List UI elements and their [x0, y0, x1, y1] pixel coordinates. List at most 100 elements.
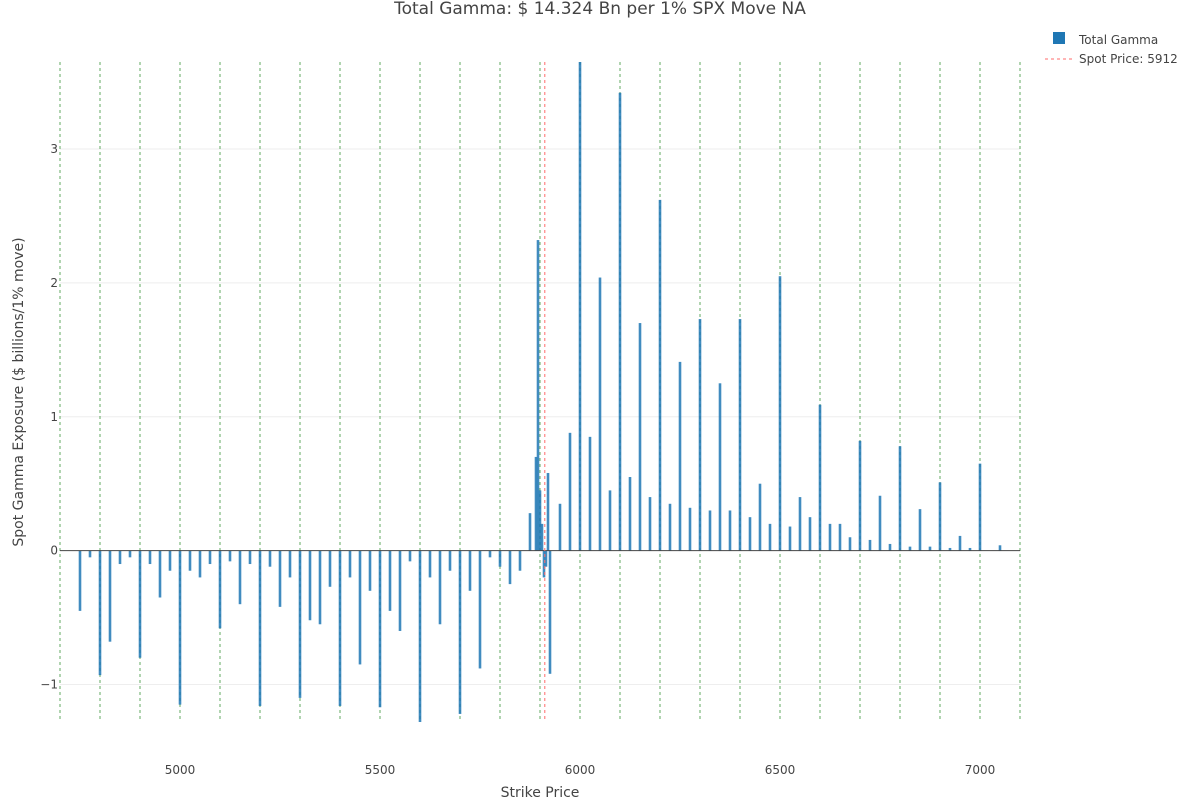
gamma-bar — [558, 503, 562, 551]
x-axis-title: Strike Price — [501, 785, 580, 800]
gamma-bar — [498, 550, 502, 567]
y-tick-label: 3 — [50, 142, 58, 156]
gamma-bar — [218, 550, 222, 629]
gamma-bar — [608, 490, 612, 551]
gamma-bar — [88, 550, 92, 558]
gamma-bar — [544, 550, 548, 567]
x-axis-ticks: 5000 5500 6000 6500 7000 — [165, 763, 996, 777]
gamma-bar — [778, 276, 782, 551]
y-tick-label: 1 — [50, 410, 58, 424]
gamma-bar — [258, 550, 262, 706]
gamma-bar — [878, 495, 882, 551]
gamma-bar — [488, 550, 492, 558]
gamma-bar — [458, 550, 462, 714]
gamma-bar — [542, 550, 546, 578]
gamma-bar — [738, 319, 742, 551]
gamma-bar — [148, 550, 152, 565]
gamma-bar — [728, 510, 732, 551]
gamma-bar — [328, 550, 332, 587]
gamma-bar — [748, 517, 752, 551]
gamma-bar — [848, 537, 852, 551]
gamma-bar — [998, 545, 1002, 551]
gamma-bar — [918, 509, 922, 551]
reference-lines — [59, 62, 1021, 722]
gamma-bar — [538, 490, 542, 551]
gamma-bar — [468, 550, 472, 591]
gamma-bar — [708, 510, 712, 551]
gamma-bar — [198, 550, 202, 578]
gamma-bar — [618, 92, 622, 551]
gamma-bar — [238, 550, 242, 605]
gamma-bar — [678, 361, 682, 551]
gamma-bar — [178, 550, 182, 705]
gamma-bar — [168, 550, 172, 571]
gamma-bar — [518, 550, 522, 571]
gamma-bar — [838, 523, 842, 551]
gamma-bar — [158, 550, 162, 598]
gamma-bar — [378, 550, 382, 708]
gamma-bar — [348, 550, 352, 578]
gamma-bar — [658, 199, 662, 551]
gamma-bar — [188, 550, 192, 571]
gamma-bar — [828, 523, 832, 551]
gamma-bar — [398, 550, 402, 631]
bar-series — [78, 62, 1002, 722]
gamma-bar — [528, 513, 532, 551]
gamma-bar — [128, 550, 132, 558]
gamma-bar — [888, 543, 892, 551]
gamma-bar — [108, 550, 112, 642]
y-tick-label: 0 — [50, 544, 58, 558]
gamma-bar — [540, 523, 544, 551]
gamma-bar — [408, 550, 412, 562]
gamma-bar — [718, 383, 722, 551]
legend[interactable]: Total Gamma Spot Price: 5912 — [1045, 32, 1178, 66]
gamma-bar — [548, 550, 552, 674]
gamma-bar — [578, 62, 582, 551]
gamma-bar — [668, 503, 672, 551]
gamma-bar — [546, 472, 550, 551]
gamma-bar — [858, 440, 862, 551]
gamma-bar — [968, 547, 972, 551]
gamma-bar — [788, 526, 792, 551]
legend-spot-label: Spot Price: 5912 — [1079, 52, 1178, 66]
gamma-bar — [388, 550, 392, 611]
gamma-bar — [568, 432, 572, 551]
gamma-bar — [648, 497, 652, 551]
gamma-bar — [588, 436, 592, 551]
gamma-bar — [278, 550, 282, 607]
y-axis-ticks: −1 0 1 2 3 — [40, 142, 58, 691]
gamma-bar — [958, 535, 962, 551]
gamma-bar — [288, 550, 292, 578]
gamma-bar — [428, 550, 432, 578]
legend-bar-swatch — [1053, 32, 1065, 44]
gamma-bar — [298, 550, 302, 698]
gamma-bar — [478, 550, 482, 669]
gamma-bar — [948, 547, 952, 551]
gamma-bar — [248, 550, 252, 565]
gamma-bar — [358, 550, 362, 665]
gamma-bar — [98, 550, 102, 676]
gamma-bar — [768, 523, 772, 551]
gamma-bar — [118, 550, 122, 565]
gamma-bar — [688, 507, 692, 551]
x-tick-label: 6500 — [765, 763, 796, 777]
gamma-bar — [758, 483, 762, 551]
gamma-bar — [798, 497, 802, 551]
gamma-bar — [908, 546, 912, 551]
y-tick-label: −1 — [40, 678, 58, 692]
gamma-bar — [508, 550, 512, 585]
x-tick-label: 5500 — [365, 763, 396, 777]
x-tick-label: 6000 — [565, 763, 596, 777]
gamma-bar — [598, 277, 602, 551]
gamma-bar — [898, 446, 902, 551]
gamma-bar — [438, 550, 442, 625]
gamma-bar — [536, 240, 540, 551]
gamma-bar — [534, 456, 538, 551]
gamma-bar — [628, 477, 632, 551]
gamma-bar — [818, 404, 822, 551]
gamma-bar — [78, 550, 82, 611]
y-tick-label: 2 — [50, 276, 58, 290]
gamma-bar — [268, 550, 272, 567]
gamma-bar — [418, 550, 422, 722]
